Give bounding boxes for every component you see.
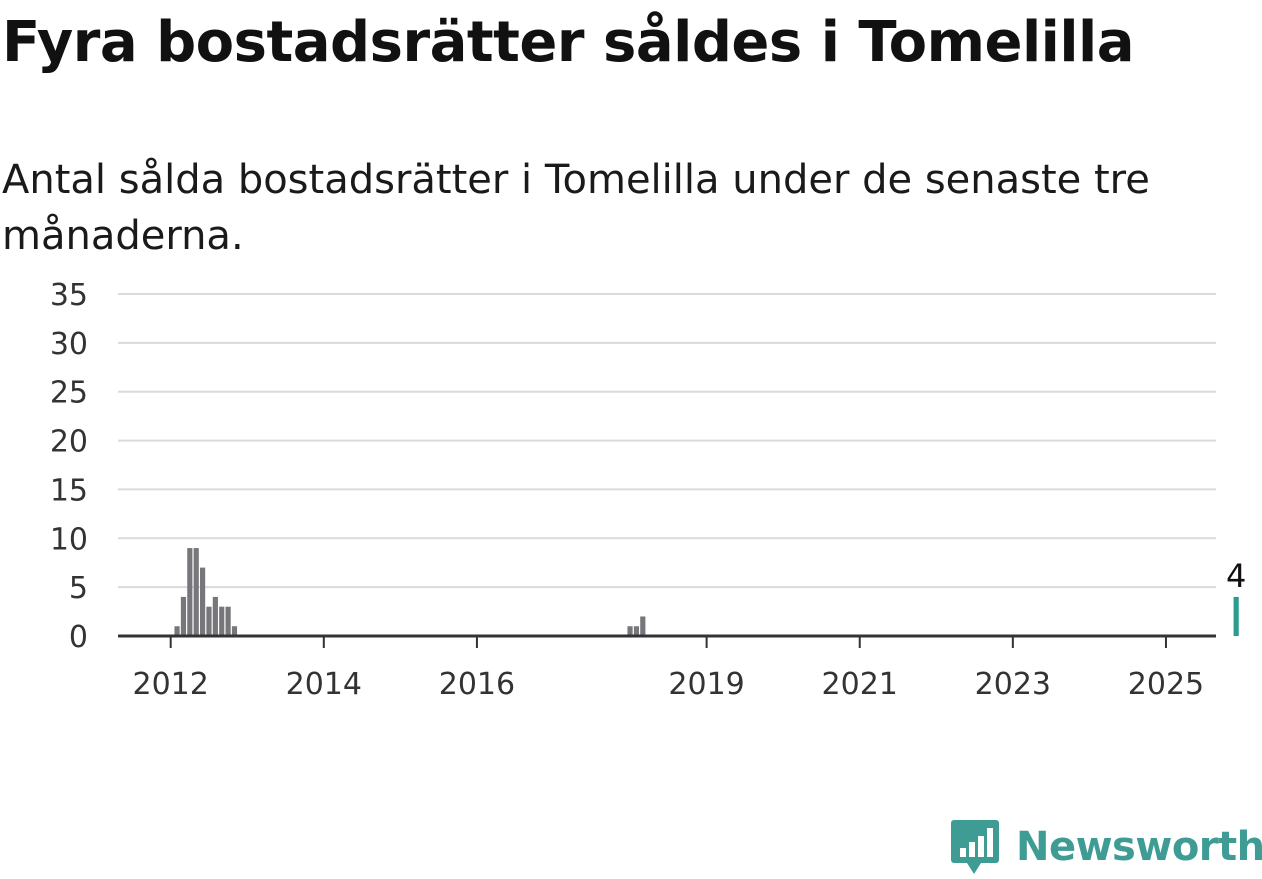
bar (200, 567, 206, 636)
y-tick-label: 0 (69, 620, 88, 655)
highlight-label: 4 (1226, 557, 1246, 595)
bar (206, 606, 212, 636)
bar (219, 606, 225, 636)
x-tick-label: 2014 (286, 667, 362, 702)
bar (187, 548, 193, 636)
brand-name: Newsworthy (1016, 824, 1262, 870)
y-tick-label: 25 (50, 376, 88, 411)
annotations: 4 (1226, 557, 1246, 595)
y-tick-label: 35 (50, 278, 88, 313)
newsworthy-logo: Newsworthy (950, 818, 1262, 876)
y-tick-label: 20 (50, 425, 88, 460)
bar (633, 626, 640, 636)
x-axis: 2012 2014 2016 2019 2021 2023 2025 (118, 634, 1216, 702)
x-tick-label: 2012 (133, 667, 209, 702)
y-tick-label: 10 (50, 522, 88, 557)
chart-subtitle: Antal sålda bostadsrätter i Tomelilla un… (2, 157, 1150, 259)
chart-title: Fyra bostadsrätter såldes i Tomelilla (2, 10, 1135, 75)
x-tick-label: 2021 (822, 667, 898, 702)
bar (640, 616, 646, 636)
gridlines (118, 293, 1216, 589)
bar (212, 596, 218, 636)
bar (180, 596, 187, 636)
x-tick-label: 2025 (1128, 667, 1204, 702)
y-tick-label: 30 (50, 327, 88, 362)
bar (225, 606, 231, 636)
x-tick-label: 2023 (975, 667, 1051, 702)
bar (193, 548, 199, 636)
bar (174, 626, 180, 636)
highlight-bar (1233, 596, 1239, 636)
x-tick-label: 2016 (439, 667, 515, 702)
y-tick-label: 5 (69, 571, 88, 606)
bars (174, 548, 1239, 636)
y-tick-label: 15 (50, 473, 88, 508)
bar (231, 626, 238, 636)
newsworthy-logo-icon (951, 820, 999, 874)
x-tick-label: 2019 (668, 667, 744, 702)
y-axis: 0 5 10 15 20 25 30 35 (50, 278, 88, 655)
bar (627, 626, 633, 636)
